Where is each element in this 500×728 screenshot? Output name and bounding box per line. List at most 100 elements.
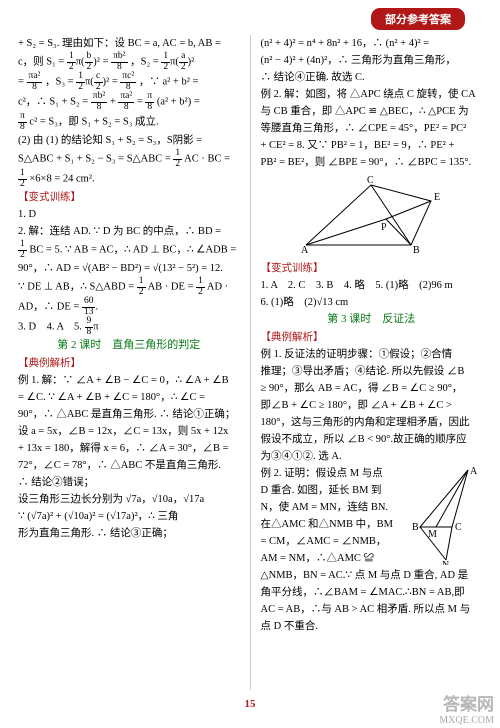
fraction: πb²8 (91, 92, 107, 112)
text: ，S₂ = (130, 56, 161, 67)
body-text: ∴ 结论④正确. 故选 C. (261, 69, 483, 86)
text: = (103, 56, 112, 67)
text: ×6×8 = 24 cm². (29, 173, 94, 184)
body-text: 90°，∴ AD = √(AB² − BD²) = √(13² − 5²) = … (18, 260, 240, 277)
lesson-heading: 第 2 课时 直角三角形的判定 (18, 337, 240, 355)
body-text: 点 D 不重合. (261, 618, 483, 635)
column-left: + S₂ = S₃. 理由如下：设 BC = a, AC = b, AB = c… (18, 35, 251, 690)
body-text: 例 1. 解：∵ ∠A + ∠B − ∠C = 0，∴ ∠A + ∠B (18, 372, 240, 389)
body-text: AC = AB，∴与 AB > AC 相矛盾. 所以点 M 与 (261, 601, 483, 618)
body-text: 例 1. 反证法的证明步骤：①假设；②合情 (261, 346, 483, 363)
text: ，S₃ = (45, 76, 76, 87)
body-text: + 13x = 180，解得 x = 6，∴ ∠A = 30°，∠B = (18, 440, 240, 457)
fraction: πa²8 (118, 92, 134, 112)
answer-item: 1. A 2. C 3. B 4. 略 5. (1)略 (2)96 m (261, 277, 483, 294)
column-right: (n² + 4)² = n⁴ + 8n² + 16，∴ (n² + 4)² = … (251, 35, 483, 690)
watermark: 答案网 MXQE.COM (439, 696, 494, 726)
answer-item: 1. D (18, 206, 240, 223)
body-text: 90°，∴ △ABC 是直角三角形. ∴ 结论①正确； (18, 406, 240, 423)
body-text: ∵ DE ⊥ AB，∴ S△ABD = 12 AB · DE = 12 AD · (18, 277, 240, 297)
fraction: πa²8 (27, 72, 43, 92)
body-text: (n² − 4)² + (4n)²，∴ 三角形为直角三角形， (261, 52, 483, 69)
text: c，则 S₁ = (18, 56, 67, 67)
watermark-title: 答案网 (439, 696, 494, 715)
vertex-label: N (442, 560, 449, 565)
body-text: ∴ 结论②错误； (18, 474, 240, 491)
vertex-label: A (301, 245, 309, 256)
body-text: 2. 解：连结 AD. ∵ D 为 BC 的中点，∴ BD = (18, 223, 240, 240)
body-text: 即∠B + ∠C ≥ 180°，即 ∠A + ∠B + ∠C > (261, 397, 483, 414)
watermark-url: MXQE.COM (439, 715, 494, 726)
fraction: 12 (161, 52, 170, 72)
body-text: 180°，这与三角形的内角和定理相矛盾，因此 (261, 414, 483, 431)
fraction: 12 (18, 240, 27, 260)
fraction: 12 (76, 72, 85, 92)
vertex-label: A (470, 466, 478, 477)
body-text: 与 CB 重合，即 △APC ≌ △BEC，∴ △PCE 为 (261, 103, 483, 120)
body-text: (n² + 4)² = n⁴ + 8n² + 16，∴ (n² + 4)² = (261, 35, 483, 52)
answer-item: 6. (1)略 (2)√13 cm (261, 294, 483, 311)
body-text: 设三角形三边长分别为 √7a，√10a，√17a (18, 491, 240, 508)
body-text: = ∠C. ∵ ∠A + ∠B + ∠C = 180°，∴ ∠C = (18, 389, 240, 406)
triangle-diagram-2: A B C M N (410, 465, 482, 565)
body-text: = πa²8 ，S₃ = 12π(c2)² = πc²8 ，∵ a² + b² … (18, 72, 240, 92)
text: + (110, 96, 119, 107)
body-text: 设 a = 5x，∠B = 12x，∠C = 13x，则 5x + 12x (18, 423, 240, 440)
fraction: πb²8 (111, 52, 127, 72)
body-text: + S₂ = S₃. 理由如下：设 BC = a, AC = b, AB = (18, 35, 240, 52)
text: ∵ DE ⊥ AB，∴ S△ABD = (18, 281, 137, 292)
body-text: △NMB，BN = AC.∵ 点 M 与点 D 重合, AD 是 (261, 567, 483, 584)
text: = (137, 96, 146, 107)
body-text: S△ABC + S₁ + S₂ − S₃ = S△ABC = 12 AC · B… (18, 149, 240, 169)
text: AD，∴ DE = (18, 301, 82, 312)
text: BC = 5. ∵ AB = AC，∴ AD ⊥ BC，∴ ∠ADB = (29, 244, 236, 255)
fraction: b2 (85, 52, 94, 72)
text: AC · BC = (184, 153, 230, 164)
text: (a² + b²) = (157, 96, 200, 107)
body-text: 角平分线，∴∠BAM = ∠MAC.∴BN = AB,即 (261, 584, 483, 601)
vertex-label: B (412, 522, 419, 533)
body-text: + CE² = 8. 又∵ PB² = 1，BE² = 9，∴ PE² + (261, 137, 483, 154)
body-text: 为③④①②. 选 A. (261, 448, 483, 465)
fraction: c2 (94, 72, 103, 92)
body-text: π8 c² = S₃，即 S₁ + S₂ = S₃ 成立. (18, 112, 240, 132)
two-column-layout: + S₂ = S₃. 理由如下：设 BC = a, AC = b, AB = c… (0, 0, 500, 690)
body-text: 72°，∠C = 78°，∴ △ABC 不是直角三角形. (18, 457, 240, 474)
fraction: a2 (179, 52, 188, 72)
header-badge: 部分参考答案 (371, 8, 465, 30)
text: ，∵ a² + b² = (139, 76, 199, 87)
body-text: 假设不成立，所以 ∠B < 90°.故正确的顺序应 (261, 431, 483, 448)
body-text: c²，∴ S₁ + S₂ = πb²8 + πa²8 = π8 (a² + b²… (18, 92, 240, 112)
text: 3. D 4. A 5. (18, 321, 85, 332)
body-text: ≥ 90°，那么 AB = AC，得 ∠B = ∠C ≥ 90°， (261, 380, 483, 397)
example-analysis-heading: 【典例解析】 (18, 355, 240, 372)
fraction: πc²8 (120, 72, 136, 92)
body-text: c，则 S₁ = 12π(b2)² = πb²8 ，S₂ = 12π(a2)² (18, 52, 240, 72)
body-text: 12 BC = 5. ∵ AB = AC，∴ AD ⊥ BC，∴ ∠ADB = (18, 240, 240, 260)
vertex-label: B (413, 245, 420, 256)
text: c²，∴ S₁ + S₂ = (18, 96, 91, 107)
fraction: π8 (18, 112, 27, 132)
text: = (18, 76, 27, 87)
vertex-label: P (381, 222, 387, 233)
variant-training-heading: 【变式训练】 (18, 189, 240, 206)
vertex-label: M (428, 529, 437, 540)
text: = (112, 76, 121, 87)
text: S△ABC + S₁ + S₂ − S₃ = S△ABC = (18, 153, 173, 164)
vertex-label: C (455, 522, 462, 533)
body-text: 等腰直角三角形，∴ ∠CPE = 45°，PE² = PC² (261, 120, 483, 137)
body-text: (2) 由 (1) 的结论知 S₁ + S₂ = S₃，S阴影 = (18, 132, 240, 149)
body-text: 形为直角三角形. ∴ 结论③正确； (18, 525, 240, 542)
variant-training-heading: 【变式训练】 (261, 260, 483, 277)
fraction: 6013 (82, 297, 96, 317)
fraction: 12 (173, 149, 182, 169)
body-text: 推理；③导出矛盾；④结论. 所以先假设 ∠B (261, 363, 483, 380)
text: c² = S₃，即 S₁ + S₂ = S₃ 成立. (29, 116, 158, 127)
body-text: 12 ×6×8 = 24 cm². (18, 169, 240, 189)
body-text: ∵ (√7a)² + (√10a)² = (√17a)²，∴ 三角 (18, 508, 240, 525)
body-text: AD，∴ DE = 6013. (18, 297, 240, 317)
fraction: 12 (67, 52, 76, 72)
body-text: 例 2. 解：如图，将 △APC 绕点 C 旋转，使 CA (261, 86, 483, 103)
vertex-label: E (434, 192, 440, 203)
answer-item: 3. D 4. A 5. 98π (18, 317, 240, 337)
